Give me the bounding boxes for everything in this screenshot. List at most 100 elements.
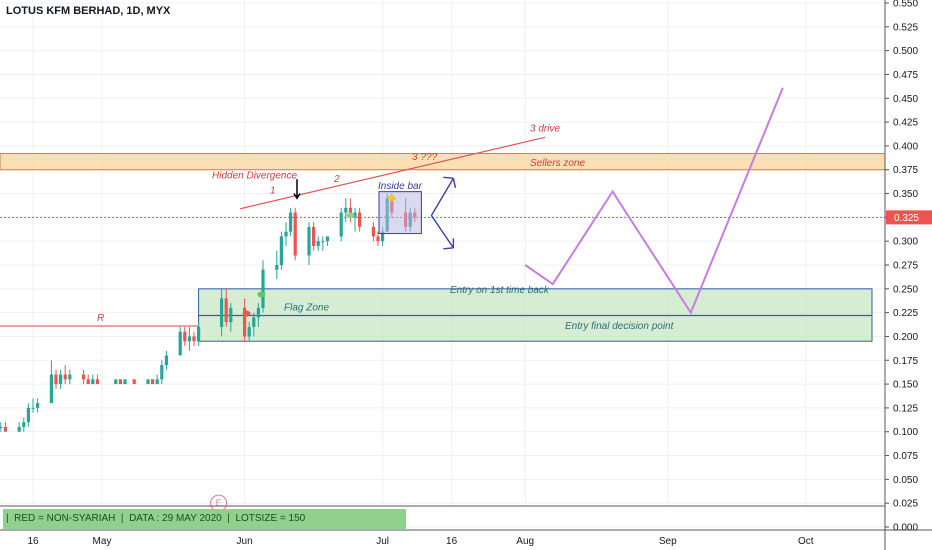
- marker-yellow: [387, 195, 396, 202]
- candle-body: [376, 236, 380, 242]
- candle-body: [49, 374, 53, 404]
- y-tick-label: 0.025: [893, 499, 918, 510]
- three-drive-trendline[interactable]: [239, 136, 546, 210]
- earnings-marker-label: E: [216, 498, 222, 508]
- candle-body: [371, 226, 375, 237]
- time-axis-ticks: 16 May Jun Jul 16 Aug Sep Oct: [27, 536, 813, 547]
- entry-marker-green: [257, 291, 266, 298]
- y-tick-label: 0.450: [893, 94, 918, 105]
- candle-body: [183, 331, 187, 342]
- candle-body: [229, 307, 233, 323]
- y-tick-label: 0.175: [893, 356, 918, 367]
- info-bar: | RED = NON-SYARIAH | DATA : 29 MAY 2020…: [3, 509, 406, 529]
- y-tick-label: 0.500: [893, 46, 918, 57]
- y-tick-label: 0.275: [893, 261, 918, 272]
- y-tick-label: 0.100: [893, 427, 918, 438]
- candle-body: [146, 379, 150, 385]
- inside-bar-label: Inside bar: [378, 181, 423, 192]
- three-question-label: 3 ???: [412, 152, 437, 163]
- candle-body: [118, 379, 122, 385]
- candle-body: [284, 231, 288, 237]
- breakout-up-arrow: [430, 176, 457, 216]
- y-tick-label: 0.075: [893, 451, 918, 462]
- candle-body: [17, 426, 21, 432]
- x-tick-label: 16: [446, 536, 458, 547]
- candle-body: [224, 298, 228, 323]
- candle-body: [26, 407, 30, 423]
- candle-body: [86, 379, 90, 385]
- entry-final-decision-label: Entry final decision point: [565, 321, 675, 332]
- candle-body: [155, 379, 159, 385]
- label-1: 1: [270, 186, 276, 197]
- candle-body: [59, 374, 63, 385]
- candle-body: [192, 336, 196, 342]
- candle-body: [123, 379, 127, 385]
- candle-body: [279, 236, 283, 265]
- entry-first-time-back-label: Entry on 1st time back: [450, 285, 550, 296]
- y-tick-label: 0.475: [893, 70, 918, 81]
- y-tick-label: 0.525: [893, 22, 918, 33]
- sellers-zone-label: Sellers zone: [530, 158, 585, 169]
- candle-body: [252, 317, 256, 327]
- candle-body: [3, 426, 7, 432]
- x-tick-label: Aug: [516, 536, 534, 547]
- y-tick-label: 0.150: [893, 380, 918, 391]
- x-tick-label: Sep: [659, 536, 677, 547]
- candle-body: [160, 365, 164, 380]
- y-tick-label: 0.250: [893, 284, 918, 295]
- marker-green-2: [346, 212, 355, 219]
- candle-body: [289, 212, 293, 232]
- breakout-down-arrow: [430, 215, 455, 250]
- candle-body: [261, 269, 265, 308]
- x-tick-label: Jul: [376, 536, 389, 547]
- y-tick-label: 0.000: [893, 523, 918, 534]
- candle-body: [256, 307, 260, 318]
- candle-body: [344, 207, 348, 213]
- y-tick-label: 0.350: [893, 189, 918, 200]
- current-price-text: 0.325: [894, 213, 919, 224]
- candle-body: [275, 265, 279, 270]
- candle-body: [197, 326, 201, 342]
- y-tick-label: 0.050: [893, 475, 918, 486]
- candle-body: [293, 212, 297, 256]
- x-tick-label: Jun: [237, 536, 253, 547]
- current-price-tag: [886, 210, 932, 225]
- candle-body: [63, 374, 67, 380]
- candle-body: [91, 379, 95, 385]
- y-tick-label: 0.225: [893, 308, 918, 319]
- candle-body: [95, 379, 99, 385]
- y-tick-label: 0.375: [893, 165, 918, 176]
- price-axis-ticks: 0.550 0.525 0.500 0.475 0.450 0.425 0.400 0.375…: [885, 0, 918, 534]
- three-drive-label: 3 drive: [530, 124, 560, 135]
- candle-body: [187, 336, 191, 342]
- y-tick-label: 0.125: [893, 403, 918, 414]
- candle-body: [381, 231, 385, 242]
- candle-body: [220, 298, 224, 327]
- candle-body: [353, 212, 357, 218]
- candle-body: [151, 379, 155, 385]
- candle-body: [358, 212, 362, 227]
- inside-bar-box[interactable]: [378, 191, 422, 235]
- y-tick-label: 0.400: [893, 141, 918, 152]
- y-tick-label: 0.200: [893, 332, 918, 343]
- candle-body: [312, 226, 316, 246]
- flag-zone-label: Flag Zone: [284, 303, 329, 314]
- candle-body: [22, 422, 26, 427]
- candle-body: [54, 374, 58, 385]
- x-tick-label: 16: [27, 536, 39, 547]
- candle-body: [316, 241, 320, 246]
- y-tick-label: 0.425: [893, 118, 918, 129]
- label-2: 2: [333, 174, 340, 185]
- candle-body: [68, 374, 72, 380]
- candle-body: [325, 236, 329, 242]
- projection-path[interactable]: [524, 87, 784, 315]
- candle-body: [178, 331, 182, 356]
- resistance-label: R: [97, 313, 104, 324]
- y-tick-label: 0.550: [893, 0, 918, 10]
- marker-red: [242, 310, 251, 317]
- chart-title: LOTUS KFM BERHAD, 1D, MYX: [6, 5, 171, 17]
- candle-body: [164, 355, 168, 366]
- hidden-divergence-label: Hidden Divergence: [212, 170, 297, 181]
- candle-body: [82, 374, 86, 380]
